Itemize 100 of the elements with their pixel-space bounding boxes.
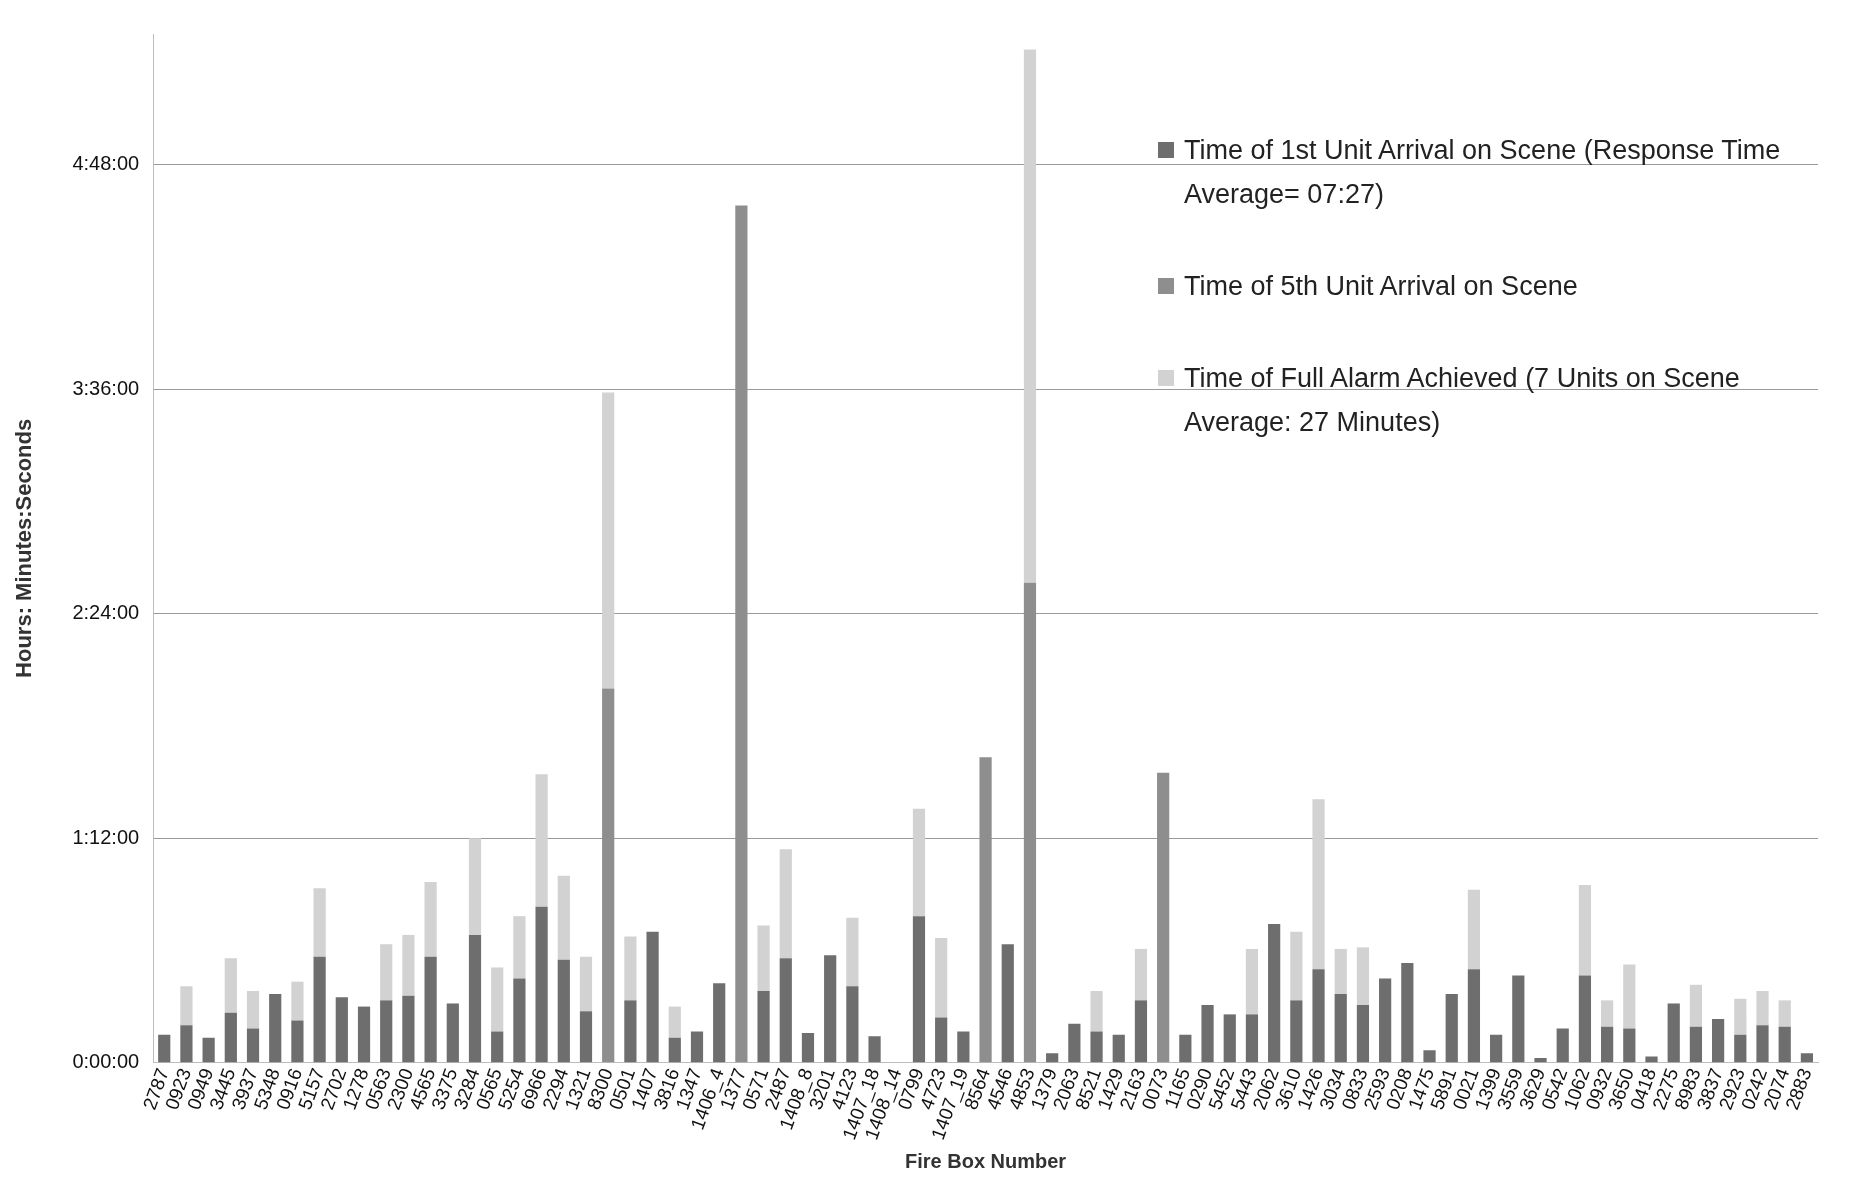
bar xyxy=(380,944,393,1001)
bar xyxy=(757,925,770,991)
bar xyxy=(1623,1028,1636,1063)
bar xyxy=(579,1011,593,1063)
bar xyxy=(1445,994,1458,1063)
bar xyxy=(1778,1026,1791,1063)
bar xyxy=(468,838,482,935)
bar xyxy=(535,774,548,907)
bar xyxy=(1090,991,1103,1032)
bar xyxy=(1245,1014,1259,1063)
bar xyxy=(269,994,282,1063)
bar xyxy=(1223,1014,1236,1063)
bar xyxy=(1046,1053,1059,1063)
bar xyxy=(1734,998,1747,1035)
bar xyxy=(1778,1000,1791,1027)
bar xyxy=(624,936,637,1001)
bar xyxy=(468,934,482,1063)
bar xyxy=(1356,1005,1370,1063)
bar xyxy=(202,1037,215,1063)
bar xyxy=(224,1012,237,1063)
bar xyxy=(557,959,570,1063)
bar xyxy=(1334,948,1347,995)
bar xyxy=(1689,1026,1703,1063)
bar xyxy=(313,956,326,1063)
bar xyxy=(424,881,437,957)
bar xyxy=(935,1017,948,1063)
bar xyxy=(935,938,948,1018)
bar xyxy=(513,978,526,1063)
bar xyxy=(446,1003,459,1063)
bar xyxy=(779,958,792,1063)
legend-label: Time of 5th Unit Arrival on Scene xyxy=(1184,270,1578,303)
bar xyxy=(1401,962,1414,1063)
bar xyxy=(1689,984,1703,1027)
bar xyxy=(180,1025,193,1063)
bar xyxy=(1356,947,1370,1006)
bar xyxy=(1134,1000,1148,1063)
bar xyxy=(1312,799,1325,970)
bar xyxy=(1068,1023,1081,1063)
bar xyxy=(535,906,548,1063)
legend-label: Time of Full Alarm Achieved (7 Units on Scene Average: 27 Minutes) xyxy=(1184,362,1741,439)
bar xyxy=(491,1031,504,1063)
x-axis-title: Fire Box Number xyxy=(904,1149,1067,1172)
bar xyxy=(424,956,437,1063)
bar xyxy=(846,917,859,987)
bar xyxy=(1734,1034,1747,1063)
bar xyxy=(1423,1050,1436,1063)
bar xyxy=(912,808,926,917)
bar xyxy=(824,955,837,1063)
bar xyxy=(335,997,348,1063)
bar xyxy=(1290,1000,1303,1063)
bar xyxy=(602,392,615,689)
bar xyxy=(1667,1003,1680,1063)
bar xyxy=(1312,969,1325,1063)
bar xyxy=(1756,991,1769,1026)
bar xyxy=(668,1037,681,1063)
bar xyxy=(1556,1028,1569,1063)
bar xyxy=(846,986,859,1063)
bar xyxy=(757,991,770,1063)
y-tick-label: 3:36:00 xyxy=(72,376,140,399)
bar xyxy=(690,1031,704,1063)
bar xyxy=(1712,1019,1725,1063)
bar xyxy=(1490,1034,1503,1063)
bar xyxy=(291,1020,304,1063)
bar xyxy=(1245,948,1259,1015)
bar xyxy=(957,1031,970,1063)
bar xyxy=(402,995,415,1063)
bar xyxy=(402,934,415,996)
bar xyxy=(1290,931,1303,1001)
y-axis-title: Hours: Minutes:Seconds xyxy=(11,418,37,678)
bar xyxy=(1578,885,1592,976)
bar xyxy=(1179,1034,1192,1063)
bar xyxy=(246,991,260,1029)
bar xyxy=(1023,49,1037,583)
bar xyxy=(291,981,304,1021)
bar xyxy=(224,958,237,1013)
bar xyxy=(579,956,593,1012)
bar xyxy=(713,983,726,1063)
bar xyxy=(1268,923,1281,1063)
bar xyxy=(1112,1034,1125,1063)
bar xyxy=(246,1028,260,1063)
bar xyxy=(158,1034,171,1063)
bar xyxy=(491,967,504,1032)
bar xyxy=(668,1006,681,1038)
bar xyxy=(801,1033,815,1063)
bar xyxy=(1467,889,1481,970)
bar xyxy=(1001,944,1014,1063)
bar xyxy=(513,916,526,979)
bar xyxy=(1645,1056,1658,1063)
bar xyxy=(1623,964,1636,1029)
bar xyxy=(1334,994,1347,1063)
bar xyxy=(1756,1025,1769,1063)
bar xyxy=(624,1000,637,1063)
bar xyxy=(1800,1053,1814,1063)
bar xyxy=(1601,1026,1614,1063)
y-tick-label: 2:24:00 xyxy=(72,601,140,624)
bar xyxy=(557,875,570,960)
bar xyxy=(1090,1031,1103,1063)
bar xyxy=(357,1006,371,1063)
y-tick-label: 4:48:00 xyxy=(72,152,140,175)
bar xyxy=(180,986,193,1026)
